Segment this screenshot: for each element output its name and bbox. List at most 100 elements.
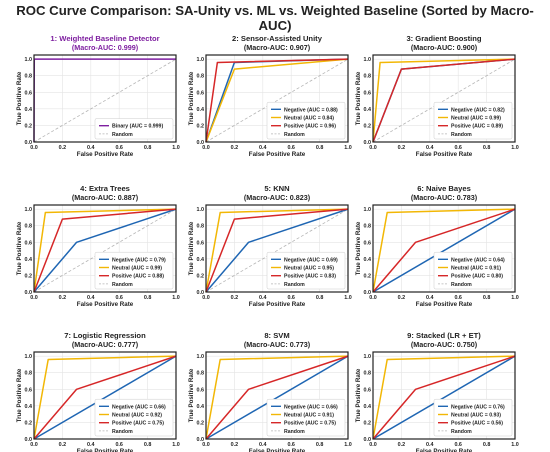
series-line-neutral (205, 355, 349, 440)
y-tick-label: 0.2 (197, 273, 205, 279)
legend-label: Negative (AUC = 0.64) (451, 257, 505, 263)
subplot-title: 5: KNN (264, 184, 289, 193)
y-tick-label: 0.8 (25, 371, 33, 377)
x-tick-label: 0.2 (231, 145, 239, 151)
y-tick-label: 0.8 (197, 224, 205, 230)
series-line-positive (372, 355, 516, 440)
series-line-random (205, 208, 349, 293)
y-tick-label: 0.2 (25, 273, 33, 279)
x-tick-label: 0.4 (87, 442, 95, 448)
y-axis-label: True Positive Rate (188, 71, 195, 125)
y-axis-label: True Positive Rate (355, 221, 362, 275)
x-tick-label: 0.4 (259, 442, 267, 448)
legend-label: Negative (AUC = 0.69) (284, 257, 338, 263)
subplot-title: 4: Extra Trees (80, 184, 130, 193)
legend-label: Random (284, 282, 305, 288)
y-tick-label: 0.0 (197, 290, 205, 296)
y-tick-label: 0.6 (197, 240, 205, 246)
y-axis-label: True Positive Rate (188, 221, 195, 275)
x-tick-label: 0.6 (454, 295, 462, 301)
legend-label: Positive (AUC = 0.89) (451, 124, 503, 130)
legend-label: Negative (AUC = 0.76) (451, 404, 505, 410)
x-tick-label: 1.0 (511, 442, 519, 448)
x-tick-label: 1.0 (172, 442, 180, 448)
subplot-6: 6: Naive Bayes(Macro-AUC: 0.783) 0.00.0 0.… (355, 184, 519, 308)
legend-label: Random (112, 282, 133, 288)
x-tick-label: 0.0 (30, 145, 38, 151)
x-axis-label: False Positive Rate (416, 301, 473, 308)
legend-label: Positive (AUC = 0.83) (284, 274, 336, 280)
x-tick-label: 1.0 (511, 295, 519, 301)
x-tick-label: 0.8 (144, 145, 152, 151)
x-axis-label: False Positive Rate (416, 448, 473, 452)
y-tick-label: 1.0 (364, 57, 372, 63)
x-tick-label: 0.8 (483, 295, 491, 301)
legend-box (94, 251, 174, 290)
y-axis-label: True Positive Rate (16, 71, 23, 125)
y-tick-label: 0.0 (197, 140, 205, 146)
series-line-neutral (372, 58, 516, 143)
subplot-4: 4: Extra Trees(Macro-AUC: 0.887) 0.00.0 0.… (16, 184, 180, 308)
y-tick-label: 1.0 (197, 354, 205, 360)
y-tick-label: 0.4 (197, 404, 205, 410)
axes-frame (205, 351, 349, 440)
subplot-5: 5: KNN(Macro-AUC: 0.823) 0.00.0 0.2 0.2 0.4 0… (188, 184, 352, 308)
subplot-title: 6: Naive Bayes (417, 184, 471, 193)
series-line-negative (205, 208, 349, 293)
x-tick-label: 0.8 (316, 145, 324, 151)
y-tick-label: 0.4 (197, 257, 205, 263)
y-tick-label: 0.0 (364, 290, 372, 296)
y-tick-label: 0.4 (25, 257, 33, 263)
legend-label: Neutral (AUC = 0.95) (284, 266, 334, 272)
series-line-positive (33, 208, 177, 293)
y-tick-label: 0.2 (364, 123, 372, 129)
y-tick-label: 0.0 (25, 290, 33, 296)
y-tick-label: 0.0 (25, 437, 33, 443)
legend-label: Negative (AUC = 0.79) (112, 257, 166, 263)
y-tick-label: 1.0 (25, 57, 33, 63)
y-axis-label: True Positive Rate (188, 368, 195, 422)
y-tick-label: 1.0 (364, 354, 372, 360)
x-axis-label: False Positive Rate (249, 301, 306, 308)
series-line-neutral (372, 208, 516, 293)
legend-label: Neutral (AUC = 0.99) (451, 116, 501, 122)
subplot-title: 8: SVM (264, 331, 289, 340)
y-tick-label: 1.0 (197, 207, 205, 213)
subplot-title: 9: Stacked (LR + ET) (407, 331, 481, 340)
x-tick-label: 0.6 (287, 145, 295, 151)
y-tick-label: 0.6 (197, 90, 205, 96)
x-tick-label: 0.4 (426, 145, 434, 151)
subplot-title: 3: Gradient Boosting (406, 34, 481, 43)
subplot-8: 8: SVM(Macro-AUC: 0.773) 0.00.0 0.2 0.2 0.4 0… (188, 331, 352, 452)
subplot-9: 9: Stacked (LR + ET)(Macro-AUC: 0.750) 0.… (355, 331, 519, 452)
subplot-subtitle: (Macro-AUC: 0.907) (244, 43, 311, 52)
x-tick-label: 1.0 (511, 145, 519, 151)
y-tick-label: 0.2 (197, 420, 205, 426)
series-line-negative (33, 355, 177, 440)
series-line-random (33, 208, 177, 293)
x-tick-label: 0.2 (398, 145, 406, 151)
y-tick-label: 0.6 (364, 240, 372, 246)
x-tick-label: 0.4 (426, 295, 434, 301)
x-tick-label: 0.4 (259, 145, 267, 151)
y-tick-label: 0.8 (25, 74, 33, 80)
legend-box (433, 398, 513, 437)
y-axis-label: True Positive Rate (16, 368, 23, 422)
y-tick-label: 0.4 (364, 404, 372, 410)
x-tick-label: 0.0 (369, 295, 377, 301)
y-tick-label: 0.8 (364, 371, 372, 377)
axes-frame (33, 351, 177, 440)
legend-label: Random (112, 132, 133, 138)
subplot-title: 2: Sensor-Assisted Unity (232, 34, 323, 43)
x-tick-label: 0.8 (316, 442, 324, 448)
x-tick-label: 0.0 (202, 442, 210, 448)
y-tick-label: 0.0 (364, 437, 372, 443)
series-line-positive (372, 208, 516, 293)
y-tick-label: 0.0 (197, 437, 205, 443)
series-line-neutral (205, 208, 349, 293)
y-tick-label: 0.0 (25, 140, 33, 146)
legend-label: Random (451, 429, 472, 435)
x-tick-label: 0.2 (59, 442, 67, 448)
series-line-negative (33, 208, 177, 293)
y-tick-label: 1.0 (25, 207, 33, 213)
